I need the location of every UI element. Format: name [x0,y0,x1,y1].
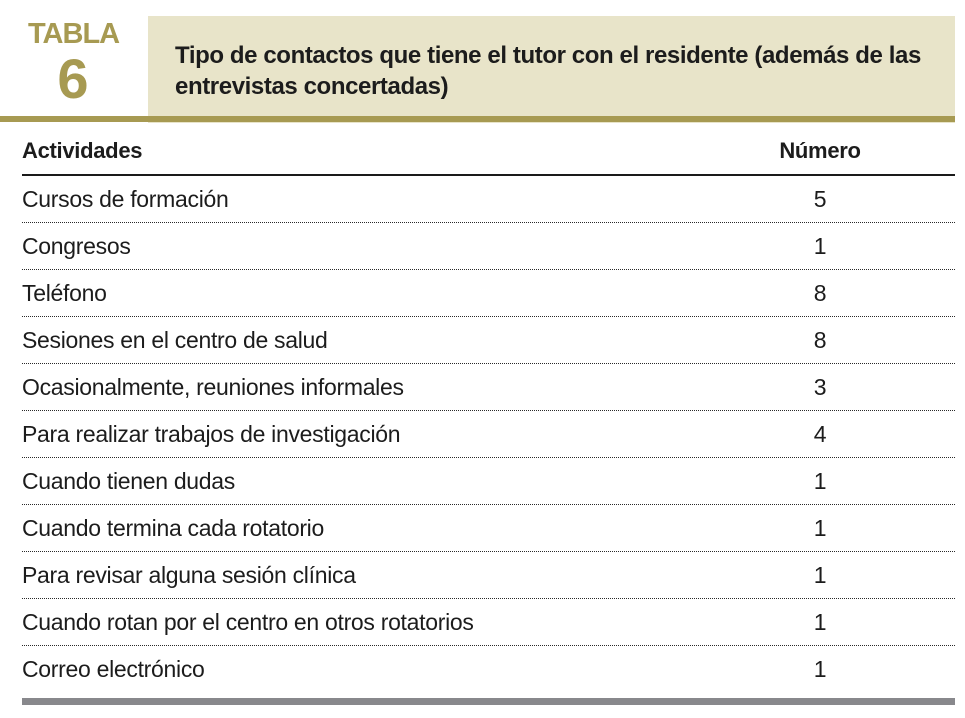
table-row: Ocasionalmente, reuniones informales 3 [22,364,955,411]
activity-cell: Para revisar alguna sesión clínica [22,561,356,588]
number-cell: 8 [813,279,827,306]
activity-cell: Cursos de formación [22,185,229,212]
number-cell: 1 [813,656,827,682]
column-header-number: Número [779,138,861,163]
number-cell: 8 [813,326,827,353]
table-row: Cuando rotan por el centro en otros rota… [22,599,955,646]
table-row: Congresos 1 [22,223,955,270]
activity-cell: Ocasionalmente, reuniones informales [22,373,404,400]
activity-cell: Cuando termina cada rotatorio [22,514,324,541]
number-cell: 4 [813,420,827,447]
bottom-rule [22,698,955,705]
table-row: Cuando tienen dudas 1 [22,458,955,505]
table-title-band: Tipo de contactos que tiene el tutor con… [148,16,955,123]
column-header-activities: Actividades [22,138,143,163]
number-cell: 1 [813,232,827,259]
table-row: Correo electrónico 1 [22,646,955,693]
number-cell: 1 [813,561,827,588]
table-label: TABLA [28,18,120,50]
table-label-block: TABLA 6 [28,18,120,110]
number-cell: 1 [813,514,827,541]
number-cell: 1 [813,608,827,635]
activity-cell: Para realizar trabajos de investigación [22,420,401,447]
activity-cell: Cuando tienen dudas [22,467,235,494]
table-body: Cursos de formación 5 Congresos 1 Teléfo… [22,176,955,693]
table-row: Cuando termina cada rotatorio 1 [22,505,955,552]
data-table: Actividades Número Cursos de formación 5… [22,128,955,705]
accent-rule [0,116,955,122]
activity-cell: Sesiones en el centro de salud [22,326,328,353]
table-row: Para realizar trabajos de investigación … [22,411,955,458]
number-cell: 5 [813,185,827,212]
table-number: 6 [57,47,88,110]
activity-cell: Teléfono [22,279,107,306]
number-cell: 3 [813,373,827,400]
table-title: Tipo de contactos que tiene el tutor con… [175,42,921,100]
table-header-row: Actividades Número [22,128,955,176]
activity-cell: Cuando rotan por el centro en otros rota… [22,608,474,635]
activity-cell: Correo electrónico [22,656,205,682]
table-row: Sesiones en el centro de salud 8 [22,317,955,364]
table-row: Cursos de formación 5 [22,176,955,223]
activity-cell: Congresos [22,232,131,259]
table-row: Para revisar alguna sesión clínica 1 [22,552,955,599]
table-row: Teléfono 8 [22,270,955,317]
number-cell: 1 [813,467,827,494]
